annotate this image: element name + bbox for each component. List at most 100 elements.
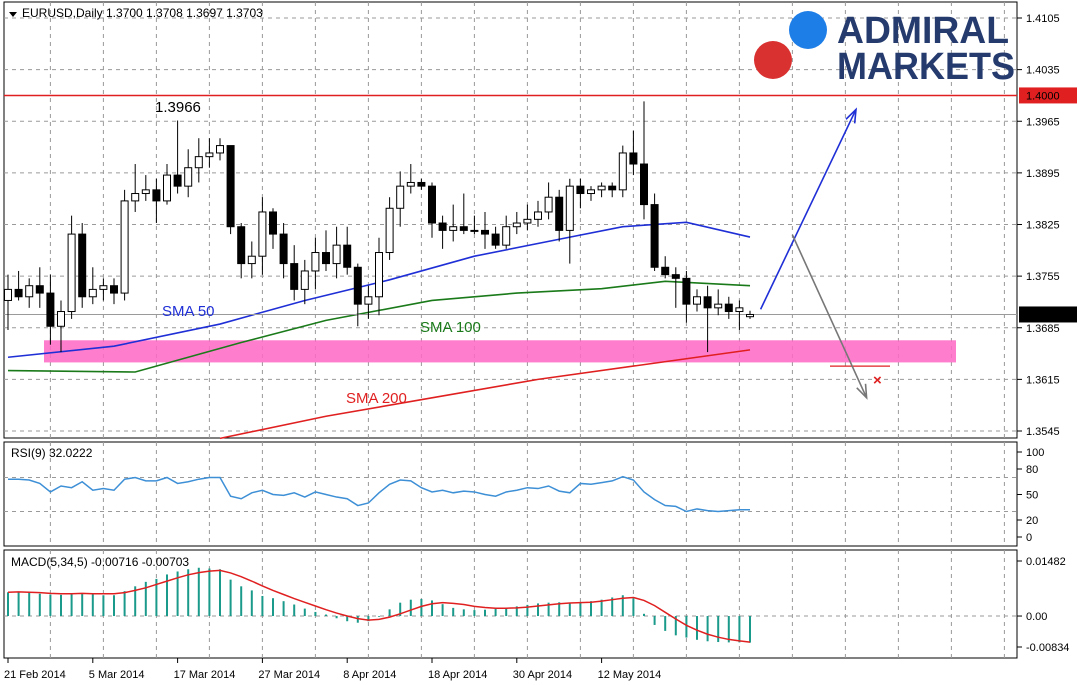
candle-body: [523, 218, 532, 224]
support-zone: [44, 340, 956, 363]
rsi-line: [8, 475, 750, 513]
candle-body: [364, 296, 373, 305]
candle-body: [470, 229, 479, 232]
candle-body: [311, 252, 320, 272]
time-axis-label: 5 Mar 2014: [89, 669, 145, 681]
candle-body: [67, 233, 76, 313]
sma50-label: SMA 50: [162, 303, 215, 320]
rsi-axis-label: 20: [1026, 515, 1038, 527]
candle-body: [640, 163, 648, 206]
price-axis: 1.4105 1.4035 1.3965 1.3895 1.3825 1.3755 1.36…: [1017, 13, 1069, 654]
candle-body: [14, 288, 23, 298]
candle-body: [459, 226, 468, 231]
sma200-label: SMA 200: [346, 390, 407, 407]
price-axis-label: 1.3965: [1026, 116, 1060, 128]
price-axis-label: 1.3825: [1026, 220, 1060, 232]
candle-body: [714, 303, 723, 309]
candle-body: [428, 185, 436, 224]
candle-body: [512, 222, 521, 228]
high-price-label: 1.3966: [155, 99, 201, 116]
sma-line-sma200: [219, 349, 751, 440]
candle-body: [534, 211, 542, 220]
candle-body: [629, 152, 638, 165]
candle-body: [78, 233, 87, 298]
time-axis-label: 17 Mar 2014: [174, 669, 236, 681]
candle-body: [141, 189, 150, 195]
candle-body: [671, 274, 680, 279]
candle-body: [650, 204, 659, 268]
candle-body: [375, 252, 383, 298]
candle-body: [565, 185, 574, 231]
logo-blue-dot: [789, 11, 827, 49]
main-pane-frame: [3, 1, 1018, 439]
candle-body: [332, 244, 341, 265]
invalid-marker: ×: [873, 372, 882, 389]
candle-body: [544, 196, 553, 213]
time-axis: 21 Feb 2014 5 Mar 2014 17 Mar 2014 27 Mar 2…: [4, 658, 661, 681]
logo-text-markets: MARKETS: [837, 46, 1015, 88]
macd-indicator: [7, 567, 751, 643]
candle-body: [406, 181, 415, 187]
candle-body: [184, 167, 193, 187]
current-price-tag: [1019, 306, 1077, 323]
candle-body: [46, 292, 55, 327]
candle-body: [163, 174, 171, 202]
candle-body: [735, 307, 744, 313]
macd-signal-line: [7, 569, 751, 643]
candle-body: [99, 285, 108, 290]
candle-body: [173, 174, 182, 187]
candle-body: [385, 207, 394, 254]
candle-body: [226, 145, 235, 228]
candle-body: [343, 244, 352, 268]
macd-pane-frame: [3, 549, 1018, 659]
rsi-header: RSI(9) 32.0222: [11, 446, 93, 460]
candle-body: [693, 296, 701, 305]
candle-body: [279, 233, 288, 265]
candle-body: [322, 252, 330, 265]
candle-body: [481, 229, 489, 235]
candle-body: [682, 277, 691, 305]
current-price-label: 1.3703: [1026, 309, 1060, 321]
candle-body: [216, 145, 224, 154]
candle-body: [555, 196, 564, 231]
candle-body: [131, 193, 140, 202]
logo-red-dot: [754, 41, 792, 79]
candle-body: [194, 156, 203, 169]
dropdown-triangle-icon[interactable]: [9, 12, 17, 17]
candle-body: [300, 270, 309, 290]
candle-body: [152, 189, 161, 202]
candle-body: [120, 200, 129, 294]
candle-body: [449, 226, 458, 231]
candle-body: [205, 152, 214, 158]
macd-header: MACD(5,34,5) -0.00716 -0.00703: [11, 555, 189, 569]
candle-body: [247, 255, 256, 265]
sma100-label: SMA 100: [420, 319, 481, 336]
macd-axis-label: 0.01482: [1026, 556, 1066, 568]
candle-body: [4, 288, 12, 301]
candle-body: [502, 226, 511, 246]
resistance-price-tag: [1019, 87, 1077, 104]
candle-body: [746, 313, 754, 318]
candle-body: [353, 266, 362, 305]
time-axis-label: 27 Mar 2014: [258, 669, 320, 681]
bullish-scenario-arrow-arrowhead: [845, 107, 858, 124]
bearish-scenario-arrow-arrowhead: [856, 383, 868, 400]
candle-body: [88, 288, 97, 298]
time-axis-label: 30 Apr 2014: [513, 669, 572, 681]
candle-body: [269, 211, 277, 235]
time-axis-label: 12 May 2014: [598, 669, 662, 681]
candle-body: [438, 222, 447, 231]
price-levels: 1.4000 1.3703: [4, 87, 1077, 367]
rsi-axis-label: 100: [1026, 447, 1044, 459]
candle-body: [258, 211, 267, 257]
candle-body: [587, 189, 595, 195]
rsi-axis-label: 50: [1026, 490, 1038, 502]
candle-body: [597, 185, 606, 191]
candle-body: [25, 285, 34, 298]
candle-body: [57, 311, 65, 327]
admiral-markets-logo: ADMIRAL MARKETS: [754, 10, 1015, 88]
candle-body: [703, 296, 712, 309]
price-axis-label: 1.4035: [1026, 65, 1060, 77]
time-axis-label: 8 Apr 2014: [343, 669, 396, 681]
